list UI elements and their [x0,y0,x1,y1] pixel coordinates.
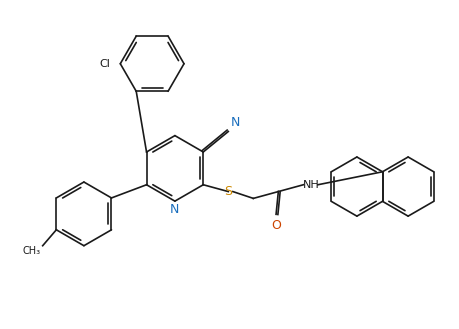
Text: Cl: Cl [100,59,110,69]
Text: N: N [230,116,240,129]
Text: N: N [170,203,179,216]
Text: CH₃: CH₃ [22,246,40,256]
Text: NH: NH [303,180,320,190]
Text: O: O [271,219,281,232]
Text: S: S [224,185,232,198]
